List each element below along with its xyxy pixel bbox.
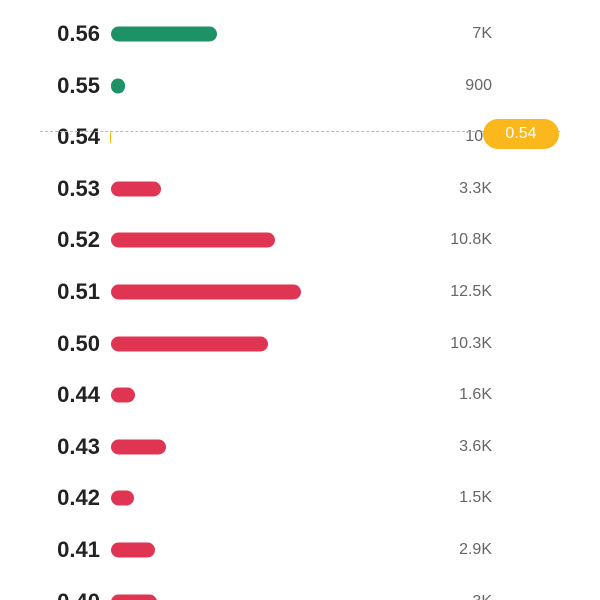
depth-bar (111, 387, 136, 403)
depth-bar (111, 542, 156, 558)
level-amount: 2.9K (459, 541, 492, 558)
price-level: 0.44 (57, 382, 100, 408)
price-level: 0.56 (57, 21, 100, 46)
depth-bar (111, 284, 301, 300)
order-book-row[interactable]: 0.44 1.6K (0, 369, 600, 421)
level-amount: 3K (472, 593, 492, 600)
level-amount: 10.8K (450, 231, 492, 249)
level-amount: 1.5K (459, 489, 492, 507)
level-amount: 3.3K (459, 179, 492, 197)
depth-bar (111, 181, 162, 197)
price-level: 0.55 (57, 72, 100, 98)
price-level: 0.43 (57, 433, 100, 459)
order-book-row[interactable]: 0.43 3.6K (0, 421, 600, 473)
order-book-row[interactable]: 0.53 3.3K (0, 163, 600, 215)
price-level: 0.51 (57, 279, 100, 304)
price-level: 0.42 (57, 485, 100, 511)
current-price-tick (110, 131, 111, 143)
order-book-row[interactable]: 0.55 900 (0, 60, 600, 112)
level-amount: 900 (465, 76, 492, 94)
depth-bar (111, 26, 218, 42)
level-amount: 12.5K (450, 283, 492, 300)
level-amount: 10.3K (450, 334, 492, 352)
price-level: 0.52 (57, 227, 100, 253)
order-book-row[interactable]: 0.56 7K (0, 8, 600, 60)
price-level: 0.40 (40, 590, 100, 600)
price-level: 0.54 (57, 124, 100, 150)
order-book-row[interactable]: 0.41 2.9K (0, 524, 600, 576)
order-book-row[interactable]: 0.52 10.8K (0, 214, 600, 266)
depth-bar (111, 439, 166, 455)
order-book-row[interactable]: 0.40 3K (0, 576, 600, 600)
price-level: 0.53 (57, 175, 100, 201)
current-price-line (40, 131, 560, 132)
price-level: 0.50 (57, 330, 100, 356)
level-amount: 7K (472, 25, 492, 42)
depth-bar (111, 490, 134, 506)
depth-bar (111, 594, 157, 600)
current-price-badge: 0.54 (483, 119, 559, 149)
price-level: 0.41 (57, 537, 100, 562)
order-book-row[interactable]: 0.42 1.5K (0, 472, 600, 524)
level-amount: 3.6K (459, 437, 492, 455)
depth-bar (111, 336, 268, 352)
order-book-row[interactable]: 0.50 10.3K (0, 318, 600, 370)
depth-bar (111, 232, 276, 248)
order-book-row[interactable]: 0.51 12.5K (0, 266, 600, 318)
level-amount: 1.6K (459, 386, 492, 404)
depth-bar (111, 78, 125, 94)
